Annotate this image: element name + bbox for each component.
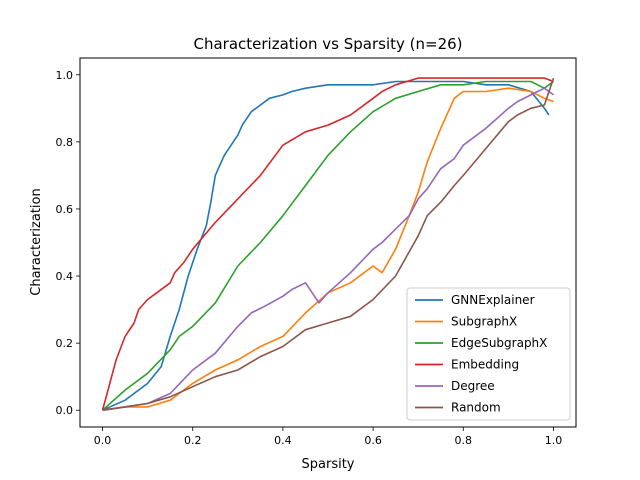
plot-frame	[79, 57, 577, 428]
y-tick-label: 0.2	[56, 337, 74, 350]
y-axis-label: Characterization	[29, 188, 44, 296]
legend-label-embedding: Embedding	[451, 358, 519, 372]
y-tick-label: 0.6	[56, 203, 74, 216]
y-tick-label: 0.8	[56, 136, 74, 149]
series-line-random	[102, 77, 555, 411]
legend-label-edgesubgraphx: EdgeSubgraphX	[451, 336, 547, 350]
x-tick-label: 0.0	[94, 434, 112, 447]
y-axis: 0.0 0.2 0.4 0.6 0.8 1.0	[56, 69, 80, 417]
x-tick-label: 0.4	[274, 434, 292, 447]
x-tick-label: 0.6	[364, 434, 382, 447]
legend-label-random: Random	[451, 401, 501, 415]
x-tick-label: 1.0	[545, 434, 563, 447]
y-tick-label: 0.4	[56, 270, 74, 283]
plot-series	[101, 77, 555, 411]
chart-title: Characterization vs Sparsity (n=26)	[193, 35, 462, 53]
series-line-edgesubgraphx	[101, 80, 554, 411]
series-line-subgraphx	[102, 87, 554, 411]
legend-box	[406, 287, 571, 421]
x-axis: 0.0 0.2 0.4 0.6 0.8 1.0	[94, 427, 562, 447]
y-tick-label: 1.0	[56, 69, 74, 82]
legend-label-subgraphx: SubgraphX	[451, 315, 517, 329]
series-line-embedding	[101, 77, 554, 411]
x-tick-label: 0.2	[184, 434, 202, 447]
legend-label-degree: Degree	[451, 379, 495, 393]
y-tick-label: 0.0	[56, 404, 74, 417]
x-tick-label: 0.8	[455, 434, 473, 447]
series-line-gnnexplainer	[102, 80, 550, 411]
x-axis-label: Sparsity	[302, 457, 355, 472]
series-line-degree	[102, 87, 554, 411]
legend: GNNExplainer SubgraphX EdgeSubgraphX Embedd…	[406, 287, 571, 421]
legend-label-gnnexplainer: GNNExplainer	[451, 293, 535, 307]
